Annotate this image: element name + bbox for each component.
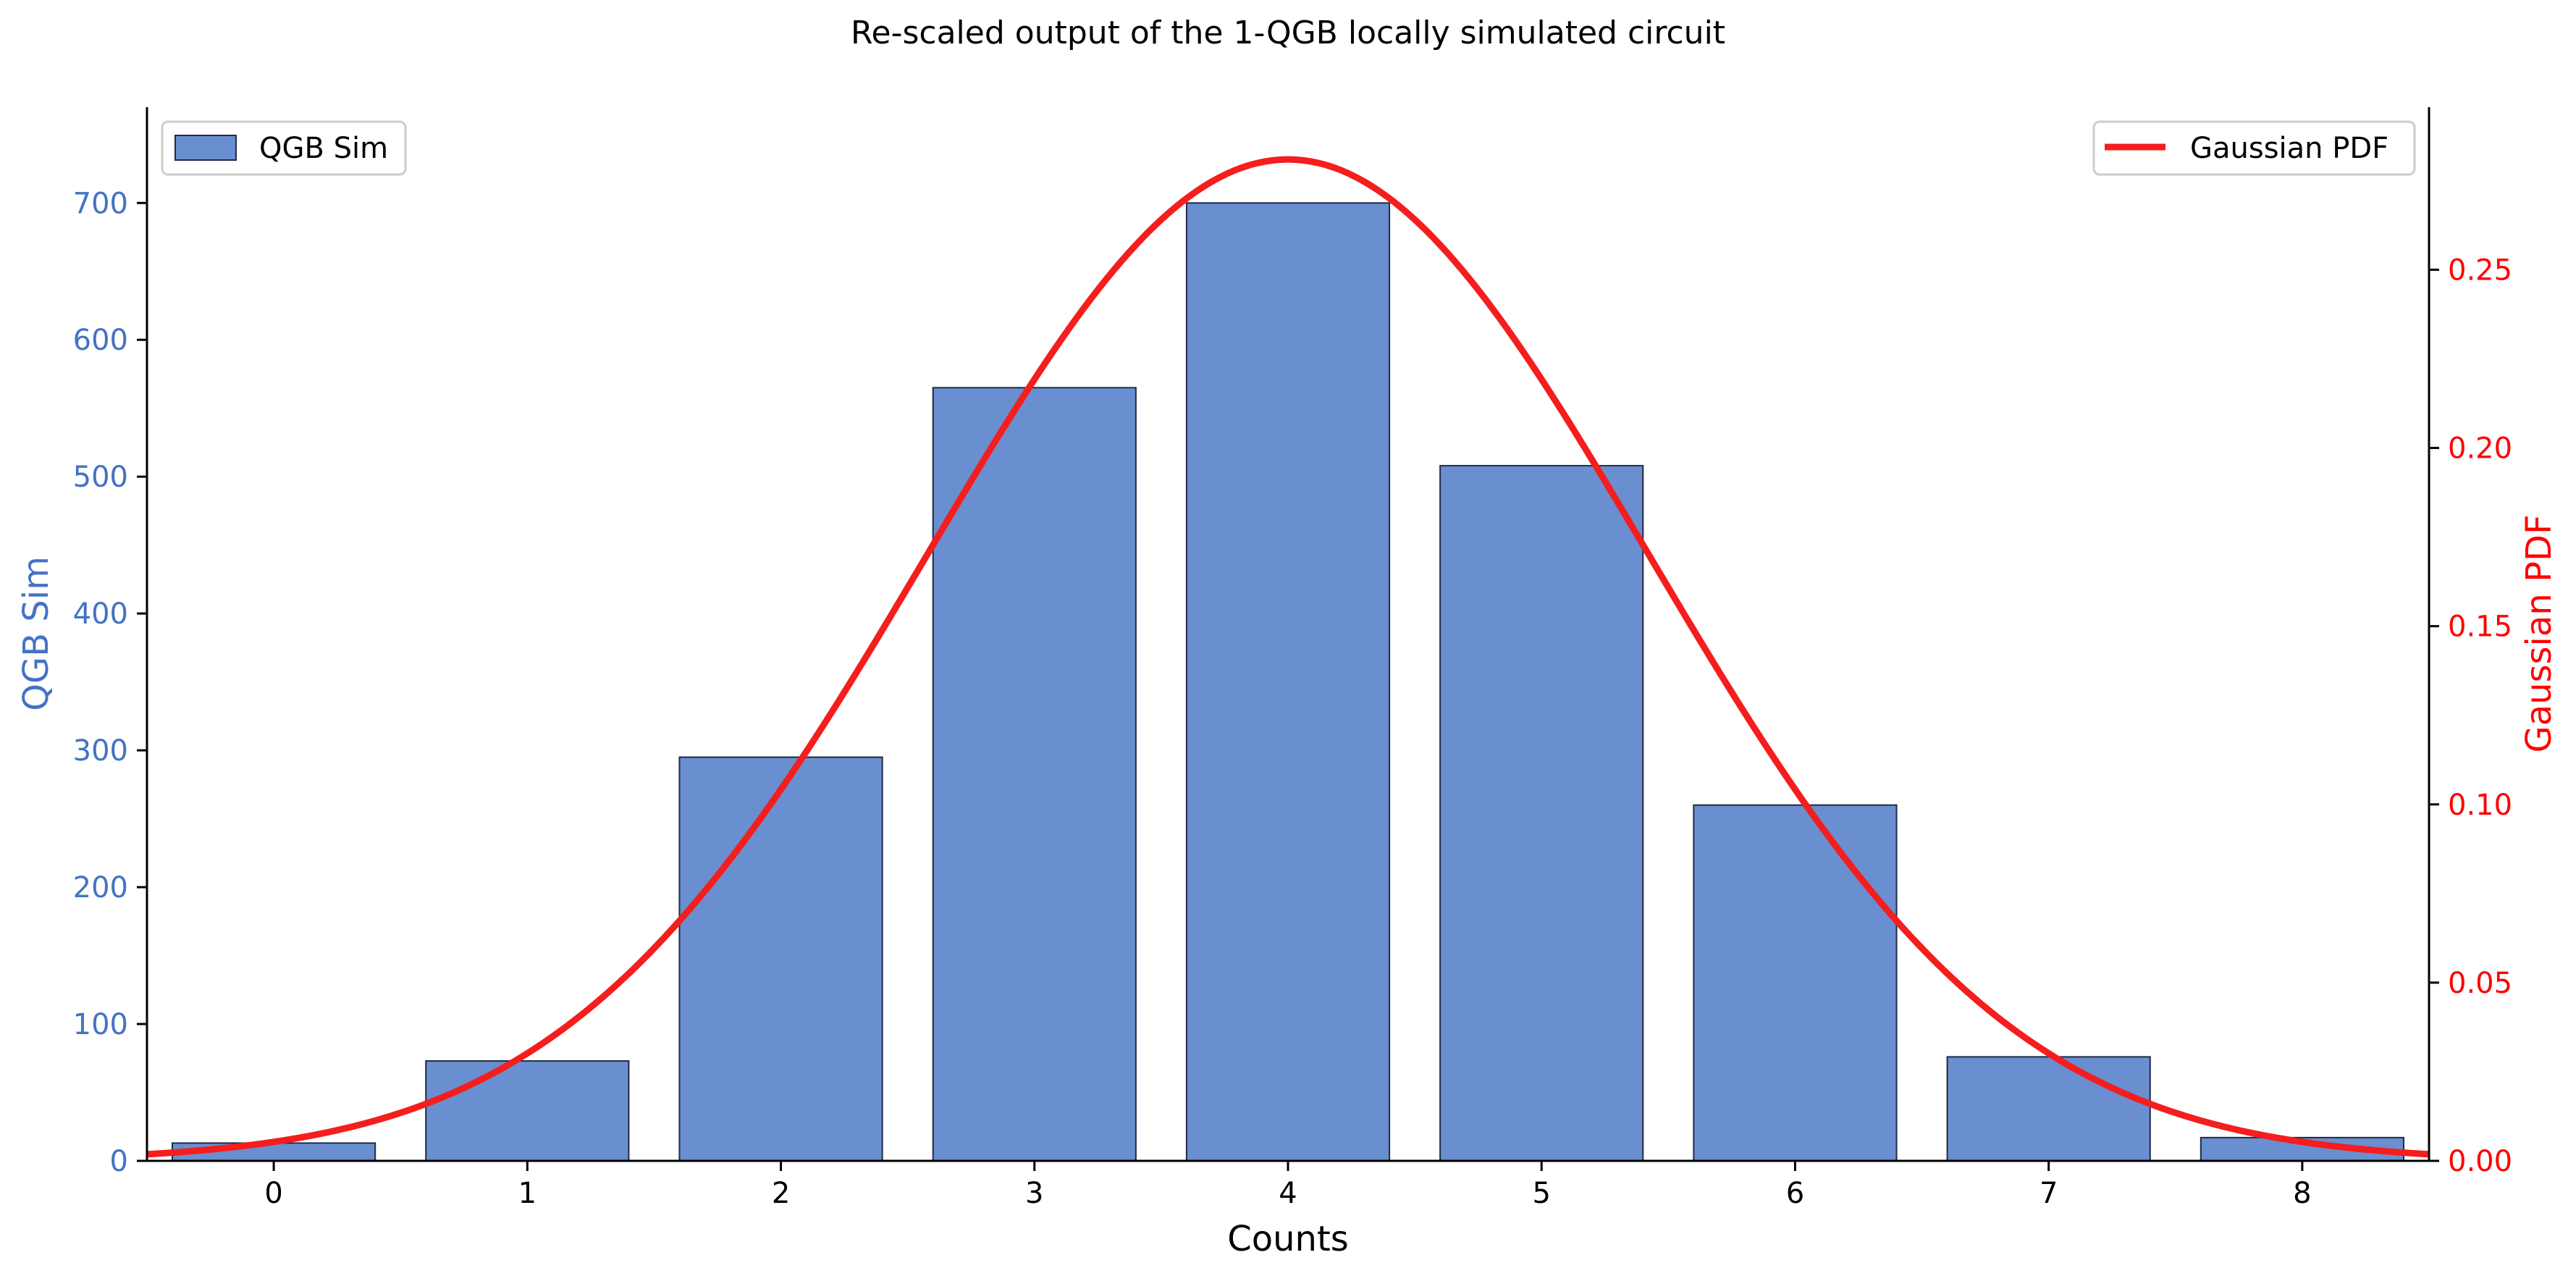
bar-7: [1946, 1056, 2151, 1162]
y-left-tick-label: 600: [73, 324, 128, 357]
bar-1: [425, 1060, 630, 1162]
y-left-axis-label: QGB Sim: [16, 556, 56, 711]
curve-group: [146, 156, 2430, 1158]
x-tick-label: 5: [1532, 1177, 1550, 1210]
y-right-axis-label: Gaussian PDF: [2519, 515, 2559, 753]
y-right-tick-label: 0.20: [2448, 432, 2512, 466]
bars-group: [172, 202, 2404, 1162]
x-tick-label: 6: [1786, 1177, 1804, 1210]
y-left-tick-label: 500: [73, 461, 128, 494]
y-right-tick-label: 0.15: [2448, 610, 2512, 644]
y-left-tick-label: 0: [110, 1145, 128, 1178]
bar-3: [932, 387, 1137, 1162]
legend-right-box: [2092, 120, 2416, 176]
y-left-tick-label: 400: [73, 597, 128, 631]
legend-label-qgb-sim: QGB Sim: [259, 132, 388, 165]
x-ticks: 0 1 2 3 4 5 6 7 8: [264, 1161, 2312, 1210]
bar-4: [1185, 202, 1391, 1162]
y-left-tick-label: 700: [73, 187, 128, 220]
x-axis-label: Counts: [1227, 1219, 1349, 1259]
y-left-ticks: 0 100 200 300 400 500 600 700: [73, 187, 147, 1178]
x-tick-label: 0: [264, 1177, 282, 1210]
y-right-tick-label: 0.05: [2448, 967, 2512, 1000]
y-left-tick-label: 300: [73, 734, 128, 768]
legend-right: Gaussian PDF: [2092, 120, 2416, 176]
y-right-tick-label: 0.25: [2448, 253, 2512, 287]
x-tick-label: 8: [2293, 1177, 2311, 1210]
x-tick-label: 4: [1279, 1177, 1297, 1210]
legend-left: QGB Sim: [161, 120, 407, 176]
y-left-tick-label: 100: [73, 1008, 128, 1041]
bar-2: [678, 756, 883, 1162]
bar-5: [1439, 465, 1644, 1162]
x-tick-label: 3: [1025, 1177, 1043, 1210]
x-tick-label: 7: [2040, 1177, 2058, 1210]
gaussian-pdf-line: [146, 156, 2430, 1158]
chart-title: Re-scaled output of the 1-QGB locally si…: [851, 14, 1725, 51]
y-right-ticks: 0.00 0.05 0.10 0.15 0.20 0.25: [2429, 253, 2512, 1178]
legend-swatch-qgb-sim: [174, 135, 237, 161]
x-tick-label: 2: [772, 1177, 790, 1210]
y-left-tick-label: 200: [73, 871, 128, 904]
bar-6: [1693, 804, 1898, 1162]
y-right-tick-label: 0.00: [2448, 1145, 2512, 1178]
x-tick-label: 1: [518, 1177, 536, 1210]
y-right-tick-label: 0.10: [2448, 789, 2512, 822]
legend-label-gaussian-pdf: Gaussian PDF: [2190, 132, 2388, 165]
